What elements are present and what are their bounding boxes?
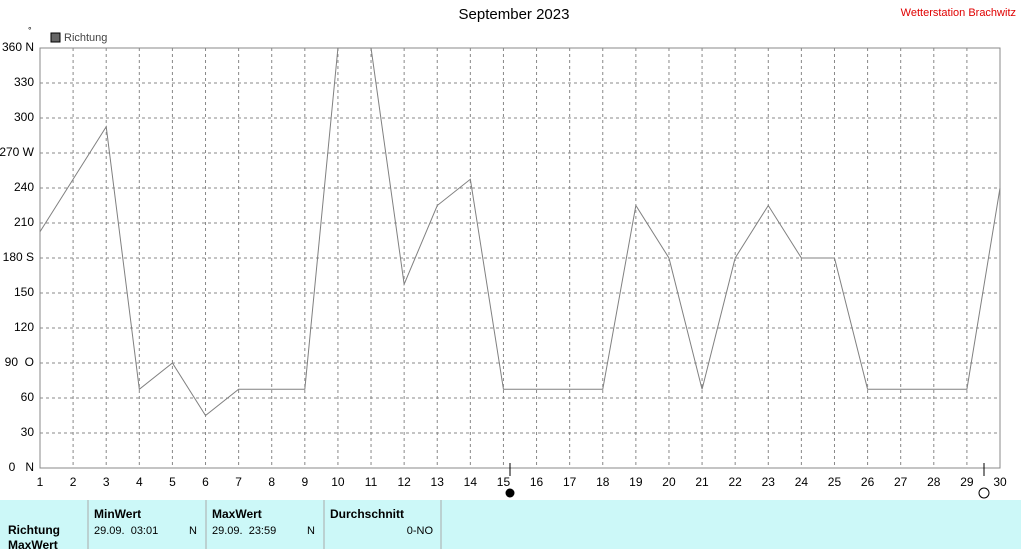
row-label: Richtung [8,523,60,537]
x-tick-label: 2 [70,475,77,489]
x-tick-label: 6 [202,475,209,489]
station-name: Wetterstation Brachwitz [901,7,1016,19]
legend-swatch [50,32,61,43]
table-cell: 29.09. 23:59 [212,525,276,537]
x-tick-label: 11 [365,475,378,489]
x-tick-label: 17 [563,475,577,489]
x-tick-label: 22 [728,475,742,489]
y-tick-label: 120 [14,320,34,334]
x-tick-label: 25 [828,475,842,489]
row-label: MaxWert [8,538,58,549]
x-tick-label: 26 [861,475,875,489]
table-cell: 29.09. 03:01 [94,525,158,537]
y-tick-label: 210 [14,215,34,229]
x-tick-label: 3 [103,475,110,489]
y-tick-label: 60 [21,390,35,404]
table-header: MinWert [94,507,141,521]
table-panel [0,500,1021,549]
y-tick-label: 0 N [9,460,34,474]
x-tick-label: 15 [497,475,511,489]
y-tick-label: 300 [14,110,34,124]
x-tick-label: 13 [431,475,445,489]
table-cell: N [189,525,197,537]
full-moon-icon [505,488,515,498]
new-moon-icon [978,487,990,499]
x-tick-label: 7 [235,475,242,489]
y-tick-label: 360 N [2,40,34,54]
table-cell: 0-NO [407,525,434,537]
y-tick-label: 150 [14,285,34,299]
y-unit: ° [28,25,32,35]
data-line [39,47,1001,417]
y-tick-label: 90 O [5,355,34,369]
table-cell: N [307,525,315,537]
legend-label: Richtung [64,32,107,44]
chart-title: September 2023 [459,6,570,23]
x-tick-label: 12 [397,475,411,489]
x-tick-label: 24 [795,475,809,489]
x-tick-label: 21 [695,475,709,489]
x-tick-label: 18 [596,475,610,489]
x-tick-label: 8 [268,475,275,489]
x-tick-label: 23 [762,475,776,489]
x-tick-label: 27 [894,475,908,489]
plot-frame [39,47,1001,469]
y-tick-label: 30 [21,425,35,439]
x-tick-label: 20 [662,475,676,489]
x-tick-label: 29 [960,475,974,489]
x-tick-label: 10 [331,475,345,489]
y-tick-label: 240 [14,180,34,194]
table-header: Durchschnitt [330,507,404,521]
x-tick-label: 14 [464,475,478,489]
x-tick-label: 5 [169,475,176,489]
y-tick-label: 270 W [0,145,35,159]
x-tick-label: 19 [629,475,643,489]
x-tick-label: 4 [136,475,143,489]
x-tick-label: 16 [530,475,544,489]
table-header: MaxWert [212,507,262,521]
x-tick-label: 9 [301,475,308,489]
y-tick-label: 180 S [3,250,34,264]
x-tick-label: 28 [927,475,941,489]
y-tick-label: 330 [14,75,34,89]
plot [39,47,1001,469]
x-tick-label: 30 [993,475,1007,489]
x-tick-label: 1 [37,475,44,489]
